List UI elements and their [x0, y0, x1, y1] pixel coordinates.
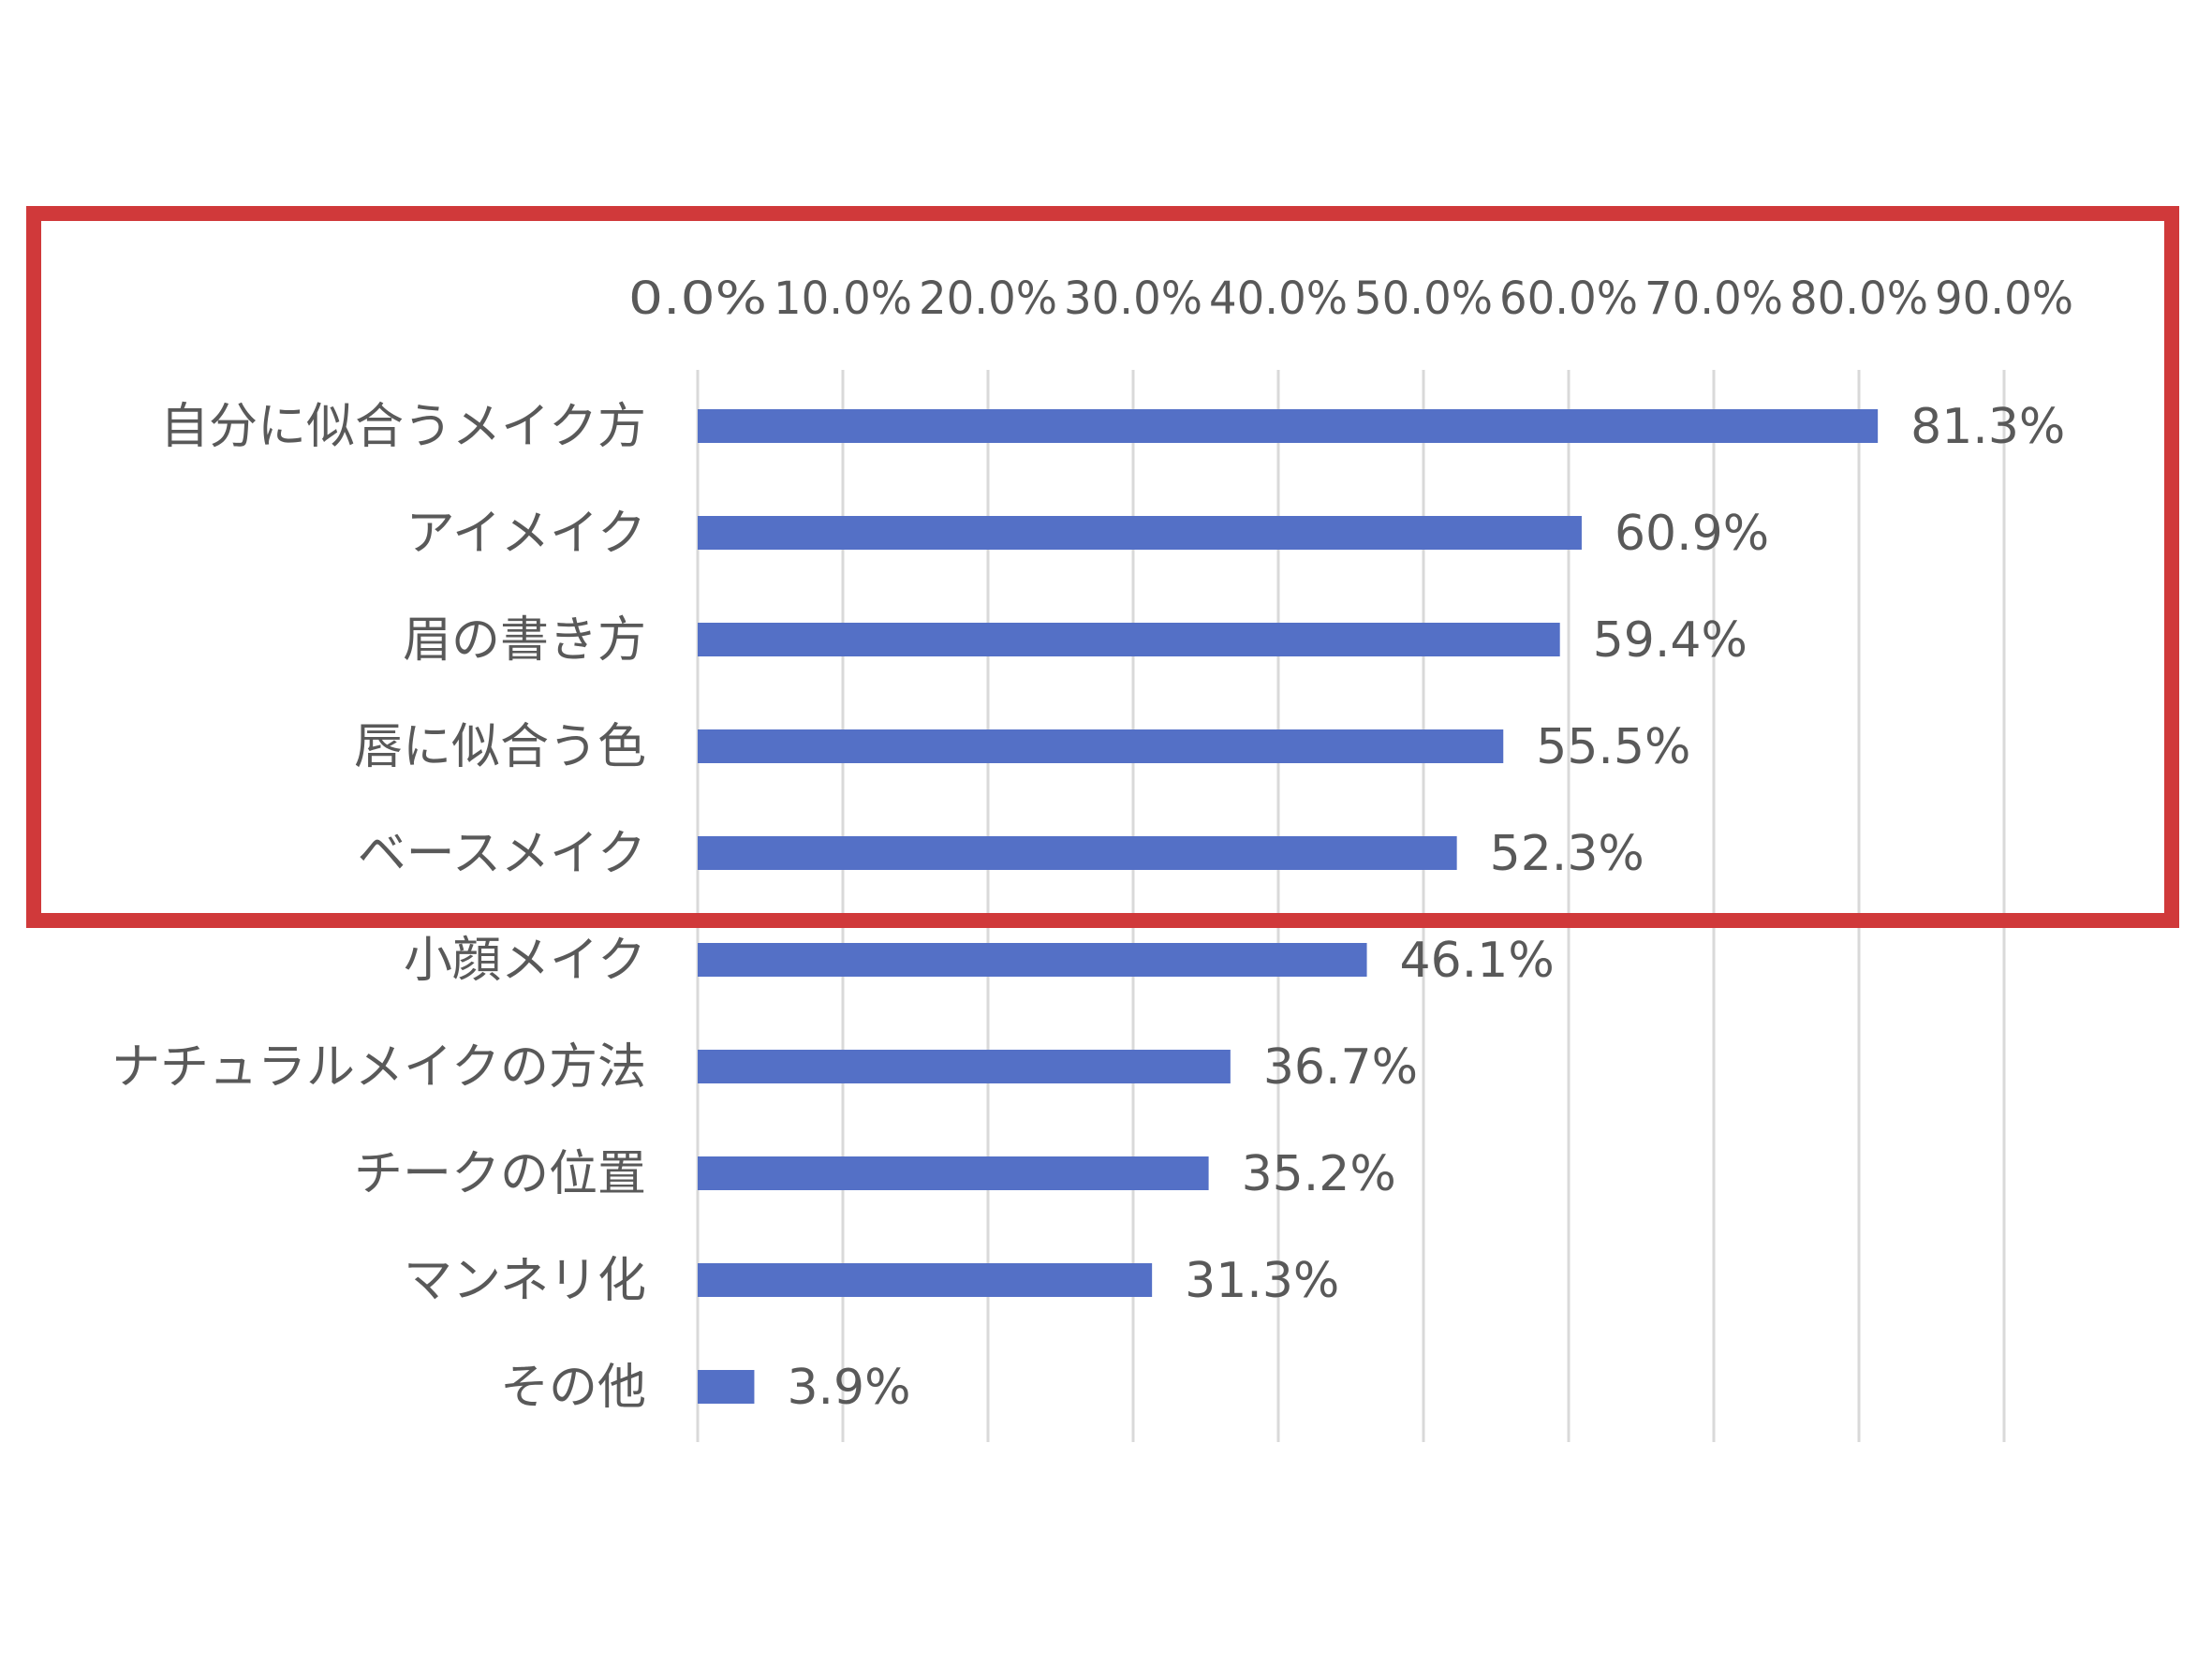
bar: [698, 409, 1879, 443]
x-tick-label: 30.0%: [1064, 272, 1202, 325]
x-tick-label: 70.0%: [1644, 272, 1783, 325]
bar: [698, 943, 1367, 977]
highlight-box: [26, 206, 2179, 928]
bar: [698, 836, 1457, 870]
x-tick-label: 20.0%: [919, 272, 1057, 325]
category-label: その他: [500, 1360, 646, 1416]
bars: [698, 409, 1879, 1404]
bar: [698, 623, 1560, 656]
category-labels: 自分に似合うメイク方アイメイク眉の書き方唇に似合う色ベースメイク小顔メイクナチュ…: [111, 399, 646, 1416]
category-label: チークの位置: [354, 1146, 646, 1202]
category-label: 自分に似合うメイク方: [160, 399, 646, 455]
bar: [698, 1370, 755, 1404]
data-label: 36.7%: [1263, 1039, 1418, 1096]
category-label: ナチュラルメイクの方法: [111, 1039, 646, 1096]
bar: [698, 729, 1504, 763]
bar: [698, 1263, 1153, 1297]
category-label: 眉の書き方: [403, 612, 646, 669]
bar: [698, 1050, 1231, 1083]
data-label: 46.1%: [1400, 933, 1555, 989]
category-label: マンネリ化: [404, 1253, 646, 1309]
x-tick-label: 10.0%: [774, 272, 912, 325]
category-label: ベースメイク: [358, 826, 646, 882]
data-label: 31.3%: [1185, 1253, 1339, 1309]
x-tick-label: 90.0%: [1935, 272, 2073, 325]
x-tick-label: 0.0%: [628, 272, 767, 325]
data-labels: 81.3% 60.9% 59.4% 55.5% 52.3% 46.1% 36.7% 35.2%…: [787, 399, 2065, 1416]
bar: [698, 516, 1582, 550]
x-tick-label: 60.0%: [1499, 272, 1638, 325]
x-tick-label: 50.0%: [1354, 272, 1493, 325]
data-label: 52.3%: [1490, 826, 1644, 882]
bar: [698, 1156, 1209, 1190]
data-label: 35.2%: [1242, 1146, 1396, 1202]
data-label: 3.9%: [787, 1360, 910, 1416]
category-label: 唇に似合う色: [354, 719, 646, 775]
category-label: 小顔メイク: [404, 933, 646, 989]
data-label: 59.4%: [1593, 612, 1747, 669]
category-label: アイメイク: [406, 506, 646, 562]
x-tick-label: 40.0%: [1209, 272, 1348, 325]
data-label: 81.3%: [1910, 399, 2065, 455]
x-axis-ticks: 0.0% 10.0% 20.0% 30.0% 40.0% 50.0% 60.0% 70.0% 8…: [628, 272, 2073, 325]
data-label: 55.5%: [1536, 719, 1690, 775]
x-tick-label: 80.0%: [1790, 272, 1928, 325]
data-label: 60.9%: [1615, 506, 1769, 562]
